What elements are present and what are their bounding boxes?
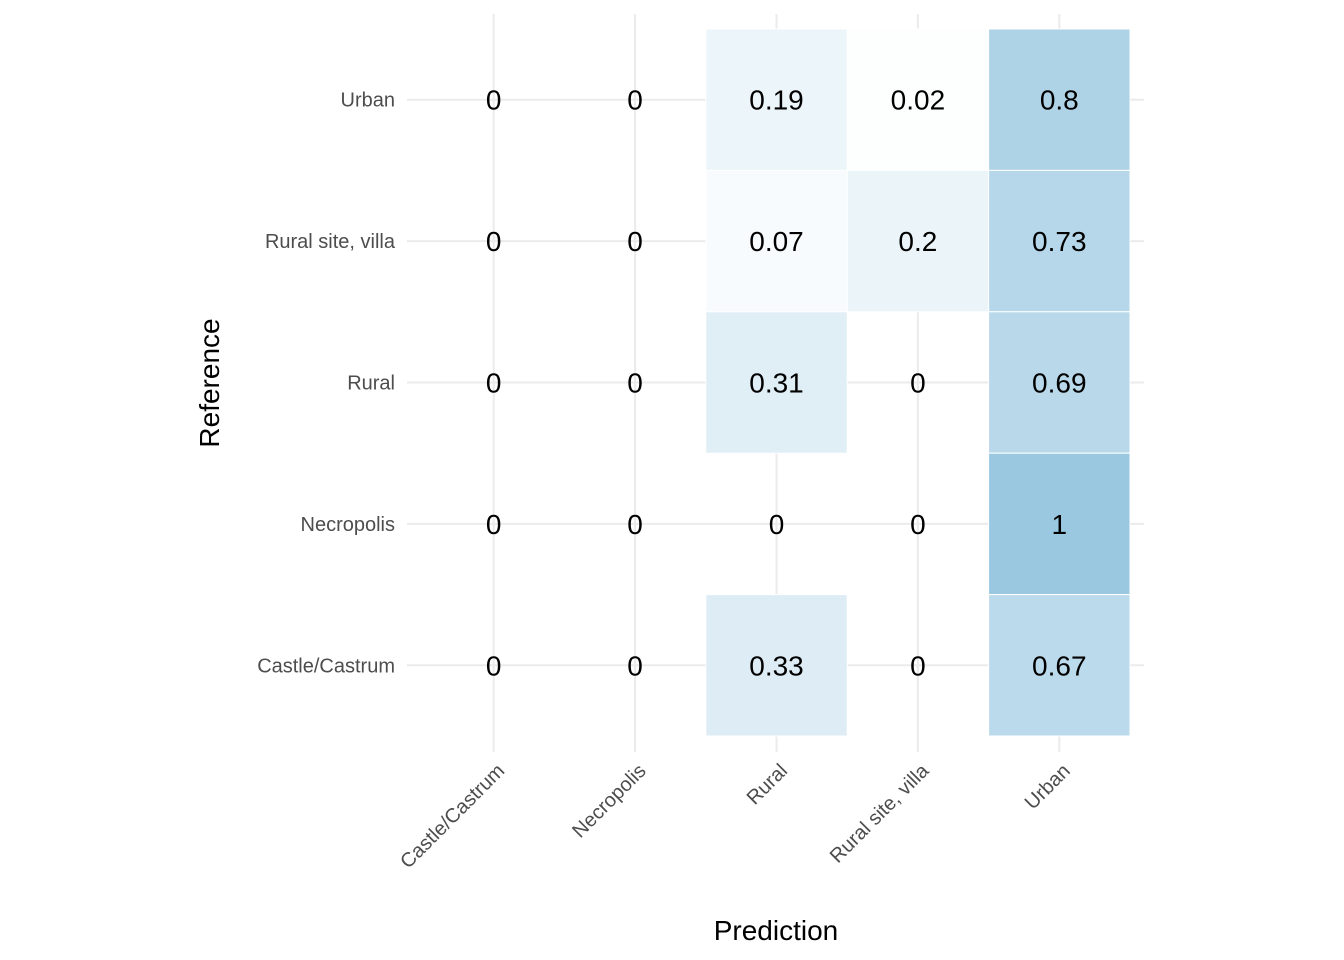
cell-value-label: 0: [627, 509, 643, 540]
y-tick-label: Rural site, villa: [265, 231, 396, 253]
heatmap-cell: [988, 311, 1131, 454]
cell-value-label: 0.67: [1032, 650, 1087, 681]
cell-value-label: 0.07: [749, 226, 804, 257]
cell-value-label: 0: [486, 85, 502, 116]
cell-value-label: 0: [627, 85, 643, 116]
heatmap-cell: [988, 169, 1131, 313]
y-tick-label: Rural: [347, 373, 395, 395]
heatmap-cell: [705, 28, 848, 171]
heatmap-cell: [705, 594, 848, 737]
cell-value-label: 0.8: [1040, 85, 1079, 116]
cell-value-label: 0: [910, 368, 926, 399]
x-axis-tick-labels: Castle/Castrum Necropolis Rural Rural site,…: [396, 759, 1075, 873]
cell-value-label: 1: [1052, 509, 1068, 540]
x-axis-title: Prediction: [714, 915, 839, 946]
heatmap-cell: [705, 311, 848, 454]
cell-value-label: 0.02: [891, 85, 946, 116]
cell-value-label: 0: [627, 650, 643, 681]
heatmap-cell: [846, 28, 990, 171]
cell-value-label: 0.2: [898, 226, 937, 257]
heatmap-cell: [846, 169, 990, 313]
heatmap-cell: [705, 169, 848, 313]
cell-value-label: 0.33: [749, 650, 804, 681]
cell-value-label: 0: [627, 226, 643, 257]
y-axis-title: Reference: [194, 318, 225, 447]
cell-value-label: 0: [627, 368, 643, 399]
x-tick-label: Castle/Castrum: [396, 760, 509, 873]
x-tick-label: Rural: [743, 760, 792, 809]
cell-value-label: 0.31: [749, 368, 804, 399]
heatmap-cell: [988, 452, 1131, 596]
x-tick-label: Urban: [1021, 760, 1075, 814]
x-tick-label: Rural site, villa: [826, 759, 934, 867]
y-tick-label: Necropolis: [301, 514, 395, 536]
cell-value-label: 0: [910, 509, 926, 540]
heatmap-cell: [988, 594, 1131, 737]
cell-value-labels: 0 0 0.19 0.02 0.8 0 0 0.07 0.2 0.73 0 0 0.31 0 0.69 0 0 0…: [486, 85, 1087, 682]
y-tick-label: Urban: [341, 90, 395, 112]
cell-value-label: 0: [910, 650, 926, 681]
y-tick-label: Castle/Castrum: [257, 655, 395, 677]
x-tick-label: Necropolis: [568, 760, 650, 842]
cell-value-label: 0: [486, 509, 502, 540]
cell-value-label: 0: [486, 650, 502, 681]
cell-value-label: 0.69: [1032, 368, 1087, 399]
heatmap-cells: [705, 28, 1131, 737]
cell-value-label: 0.73: [1032, 226, 1087, 257]
cell-value-label: 0: [769, 509, 785, 540]
cell-value-label: 0.19: [749, 85, 804, 116]
cell-value-label: 0: [486, 226, 502, 257]
y-axis-tick-labels: Castle/Castrum Necropolis Rural Rural site,…: [257, 90, 396, 678]
cell-value-label: 0: [486, 368, 502, 399]
